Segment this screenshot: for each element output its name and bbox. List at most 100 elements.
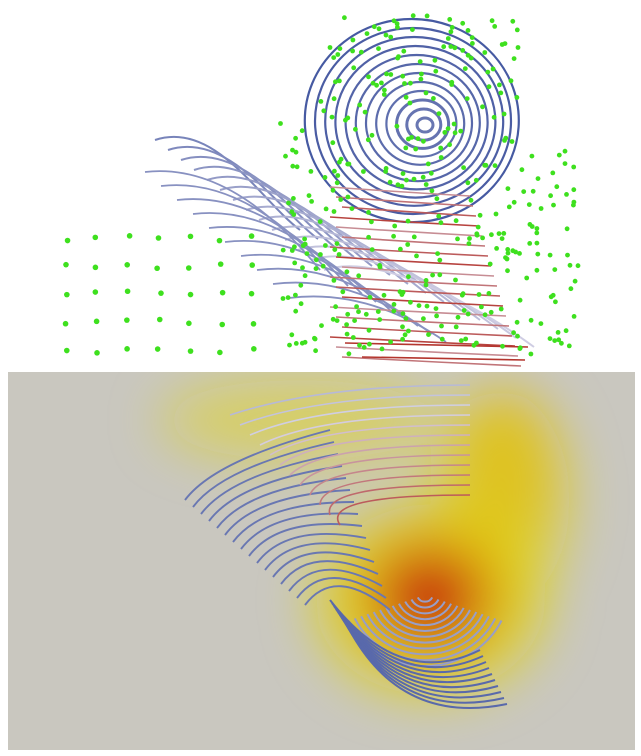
seed-point xyxy=(369,219,374,225)
seed-point xyxy=(477,212,483,218)
seed-point xyxy=(353,126,358,132)
seed-point xyxy=(404,177,409,183)
streamline xyxy=(245,205,427,294)
seed-point xyxy=(408,299,413,305)
seed-point xyxy=(453,277,458,283)
seed-point xyxy=(400,73,406,79)
streamline xyxy=(200,453,339,515)
seed-point xyxy=(423,182,429,187)
seed-point xyxy=(313,257,319,263)
seed-point xyxy=(318,99,324,104)
seed-point xyxy=(292,260,298,266)
seed-point xyxy=(492,24,498,29)
seed-point xyxy=(376,46,381,51)
seed-point xyxy=(554,184,560,190)
seed-point xyxy=(400,171,406,177)
seed-point xyxy=(529,153,535,159)
seed-point xyxy=(474,231,480,237)
seed-point xyxy=(438,220,444,226)
seed-point xyxy=(291,196,296,201)
seed-point xyxy=(392,223,398,229)
seed-point xyxy=(499,236,505,242)
streamline xyxy=(249,404,471,436)
seed-point xyxy=(425,161,431,167)
seed-point xyxy=(299,128,305,134)
seed-point xyxy=(354,304,359,309)
seed-point xyxy=(395,55,401,61)
streamline xyxy=(360,615,490,656)
streamline xyxy=(192,212,363,295)
streamlines-upper xyxy=(144,17,535,367)
streamline xyxy=(328,484,471,516)
seed-point xyxy=(411,176,417,182)
streamline xyxy=(184,429,331,501)
seed-point xyxy=(388,339,393,345)
seed-point xyxy=(513,249,518,255)
seed-point xyxy=(494,246,499,251)
seed-point xyxy=(334,180,340,186)
seed-point xyxy=(480,104,485,110)
seed-point xyxy=(323,243,328,248)
seed-point xyxy=(416,303,422,308)
seed-point xyxy=(517,251,522,256)
seed-point xyxy=(465,52,471,58)
seed-point xyxy=(566,343,572,349)
seed-point xyxy=(415,136,421,142)
seed-point xyxy=(283,153,288,159)
streamline xyxy=(289,444,471,476)
streamline xyxy=(341,296,504,307)
seed-point xyxy=(429,188,435,194)
seed-point xyxy=(248,290,255,297)
seed-point xyxy=(509,139,515,144)
seed-point xyxy=(423,282,429,288)
seed-point xyxy=(308,169,314,174)
seed-point xyxy=(442,130,448,135)
seed-point xyxy=(571,164,577,170)
seed-point xyxy=(383,32,389,38)
seed-point xyxy=(381,292,387,298)
seed-point xyxy=(431,96,436,101)
seed-point xyxy=(366,327,372,333)
seed-point xyxy=(504,256,510,262)
seed-point xyxy=(350,37,356,43)
seed-point xyxy=(461,165,466,171)
seed-point xyxy=(185,265,192,271)
seed-point xyxy=(489,18,495,24)
streamline xyxy=(335,256,492,267)
streamline xyxy=(335,226,483,237)
streamline xyxy=(324,35,505,207)
seed-point xyxy=(330,140,336,146)
streamline xyxy=(341,326,513,337)
seed-point xyxy=(453,324,459,330)
seed-point xyxy=(377,263,383,268)
seed-point xyxy=(436,111,442,116)
seed-point xyxy=(367,341,372,347)
seed-point xyxy=(345,194,351,200)
seed-point xyxy=(219,289,226,296)
seed-point xyxy=(432,57,438,63)
seed-point xyxy=(434,196,440,202)
seed-point xyxy=(466,241,472,247)
seed-point xyxy=(498,306,504,312)
seed-point xyxy=(419,71,424,77)
seed-point xyxy=(465,28,471,33)
streamline xyxy=(256,532,367,564)
seed-point xyxy=(186,320,192,327)
streamline xyxy=(364,71,474,175)
seed-point xyxy=(352,318,357,323)
seed-points xyxy=(62,13,581,357)
streamline xyxy=(280,560,379,585)
seed-point xyxy=(571,314,577,319)
seed-point xyxy=(567,262,573,268)
seed-point xyxy=(319,323,324,328)
seed-point xyxy=(514,95,520,100)
seed-point xyxy=(350,335,356,340)
seed-point xyxy=(486,291,492,296)
seed-point xyxy=(376,26,382,32)
seed-point xyxy=(358,49,364,55)
seed-point xyxy=(506,204,512,210)
seed-point xyxy=(406,274,411,280)
seed-point xyxy=(505,247,511,252)
seed-point xyxy=(313,266,319,271)
seed-point xyxy=(400,289,406,295)
